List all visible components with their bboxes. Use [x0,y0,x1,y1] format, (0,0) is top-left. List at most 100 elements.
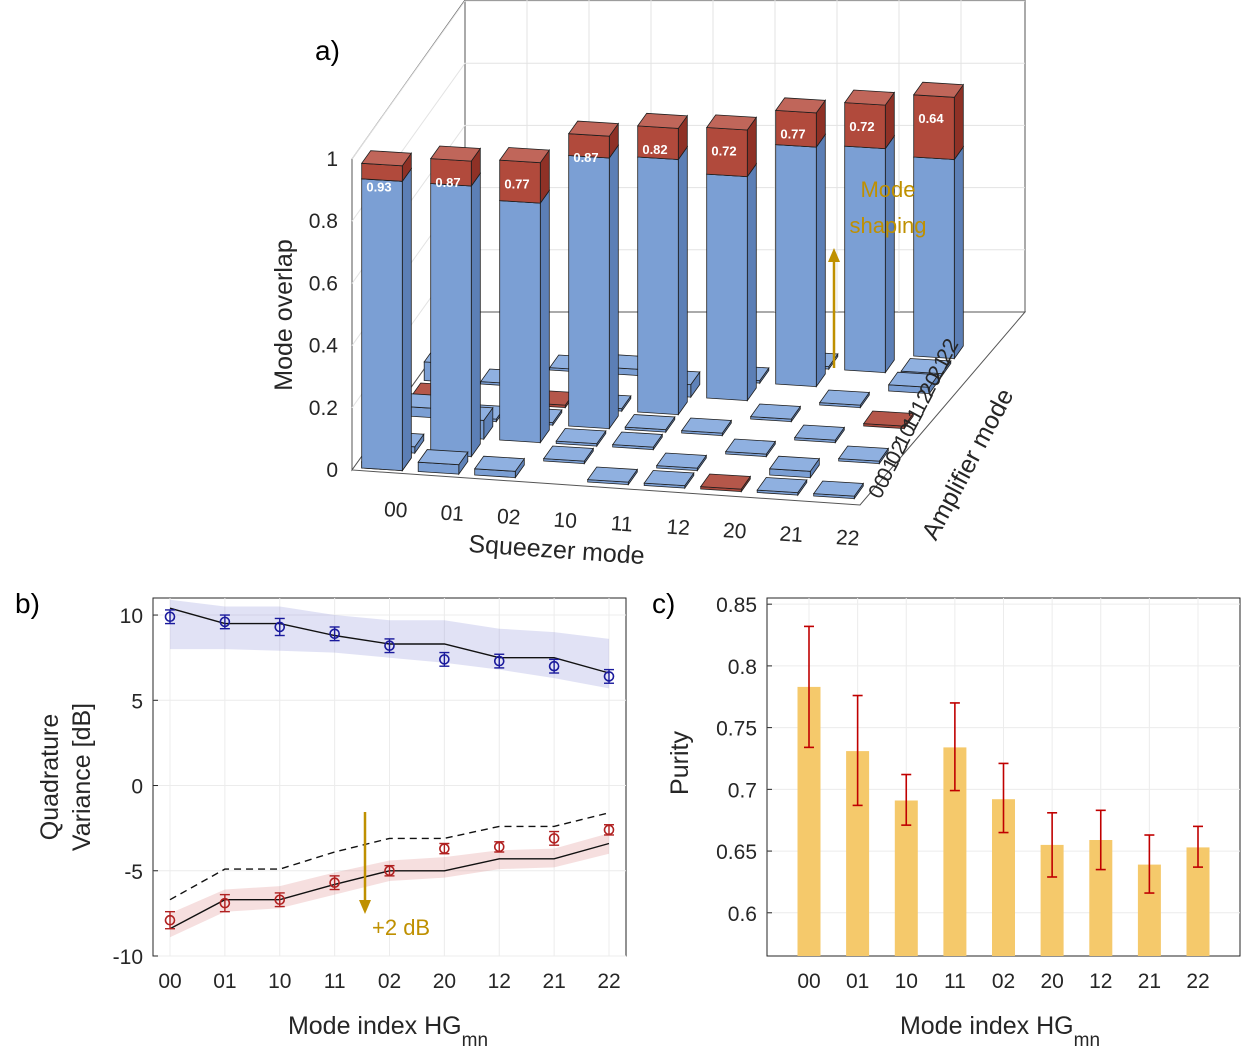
offdiag-bar-red-top [699,473,752,490]
diag-bar-shaping [636,112,689,161]
anti-squeezing-point [548,660,560,672]
offdiag-bar [756,477,808,497]
offdiag-bar-top [756,477,808,494]
diag-bar-shaping [705,114,758,178]
y-tick-label: 10 [120,605,143,628]
z-tick-label: 0.8 [309,210,338,233]
diag-bar-shaping-top [360,150,413,167]
squeezing-point [439,843,450,854]
panel-c-xlabel: Mode index HGmn [900,1012,1100,1051]
purity-bar [1137,864,1161,956]
squeezing-point [603,824,615,836]
offdiag-bar [818,389,871,409]
squeezing-point [384,865,395,877]
offdiag-bar [749,403,802,423]
diag-bar-before-front [430,183,472,458]
offdiag-bar [624,414,676,434]
diag-bar-before-side [608,144,619,430]
squeezing-point [164,914,176,926]
squeezing-point [219,897,231,909]
y-tick-label: 0.6 [728,903,757,926]
y-tick-label: 0.65 [716,841,757,864]
offdiag-bar-top [837,445,890,462]
z-tick-label: 0 [326,459,338,482]
diag-bar-shaping-top [912,81,965,98]
diag-bar-before-front [775,144,817,388]
offdiag-bar [724,438,777,458]
diag-bar-shaping [912,81,965,161]
squeezing-point [329,877,340,888]
diag-bar-shaping [774,97,827,149]
x-tick-label: 11 [324,970,346,993]
anti-squeezing-point [384,640,395,652]
diag-bar-before-front [361,178,403,472]
y-tick-label: 5 [131,690,143,713]
x-tick-label: 01 [846,970,869,993]
offdiag-bar-red-top [862,410,915,427]
offdiag-bar-top [417,449,469,466]
z-tick-label: 0.4 [309,335,339,358]
diag-bar-shaping-top [498,147,551,164]
offdiag-bar-top [724,438,777,455]
panel-b-ylabel-line2: Variance [dB] [68,703,96,851]
diag-bar-before-side [815,133,826,388]
diag-bar-before [498,187,551,444]
x-tick-label: 01 [213,970,236,993]
z-tick-label: 1 [326,148,338,171]
diag-bar-before-front [637,156,679,416]
diag-value-label: 0.93 [366,180,391,195]
panel-a-3d-bar-chart: a) 0.640.720.770.720.820.870.770.870.93 … [270,0,1027,570]
squeezer-tick-label: 01 [440,502,465,527]
mode-shaping-label-2: shaping [849,213,926,238]
diag-bar-before-side [470,172,481,458]
panel-b-xlabel-main: Mode index HG [288,1012,462,1040]
squeezer-tick-label: 12 [666,516,691,541]
offdiag-bar-top [555,428,607,445]
offdiag-bar-top [812,480,865,497]
diag-value-label: 0.72 [849,119,874,134]
x-tick-label: 02 [992,970,1015,993]
diag-bar-before-side [539,189,550,444]
offdiag-bar-top [473,455,526,472]
anti-squeezing-point [274,621,286,633]
offdiag-bar-top [542,445,595,462]
squeezing-point [274,894,286,906]
y-tick-label: -5 [124,861,143,884]
diag-value-label: 0.64 [918,111,944,126]
y-tick-label: 0.7 [728,779,757,802]
squeezer-tick-label: 10 [553,509,578,534]
y-tick-label: 0.8 [728,656,757,679]
x-tick-label: 22 [597,970,620,993]
purity-bar [943,747,967,956]
panel-b-variance-chart: b) 10 5 0 -5 -10 00 01 10 11 02 20 12 21 22 Quadratur… [15,588,627,1051]
purity-bar [846,751,870,956]
diag-bar-before-front [706,173,748,402]
x-tick-label: 00 [158,970,181,993]
plus-2db-arrowhead [359,900,371,914]
panel-c-xlabel-main: Mode index HG [900,1012,1074,1040]
offdiag-bar-top [643,470,695,487]
offdiag-bar [586,466,639,486]
squeezer-tick-label: 02 [496,505,521,530]
anti-squeezing-point [164,611,176,623]
panel-c-purity-chart: c) 0.6 0.65 0.7 0.75 0.8 0.85 00 01 10 11 02 20 12 21… [652,588,1241,1051]
z-axis-label: Mode overlap [270,239,298,390]
offdiag-bar [680,417,733,437]
offdiag-bar-top [680,417,733,434]
diag-bar-shaping-top [429,145,482,162]
squeezing-point [548,833,560,844]
x-tick-label: 22 [1186,970,1209,993]
squeezer-tick-label: 22 [835,526,860,551]
x-tick-label: 21 [542,970,565,993]
diag-bar-shaping [498,147,551,205]
offdiag-bar-top [749,403,802,420]
panel-a-bars: 0.64 0.72 0.77 0.72 0.82 0.87 0.77 0.87 0.93 [360,81,965,500]
x-tick-label: 02 [378,970,401,993]
diag-bar-before-front [499,200,541,444]
diag-bar-shaping-top [636,112,689,129]
panel-b-ylabel-line1: Quadrature [36,714,64,840]
offdiag-bar [768,455,821,479]
z-tick-label: 0.6 [309,272,338,295]
diag-bar-before-side [401,167,412,472]
